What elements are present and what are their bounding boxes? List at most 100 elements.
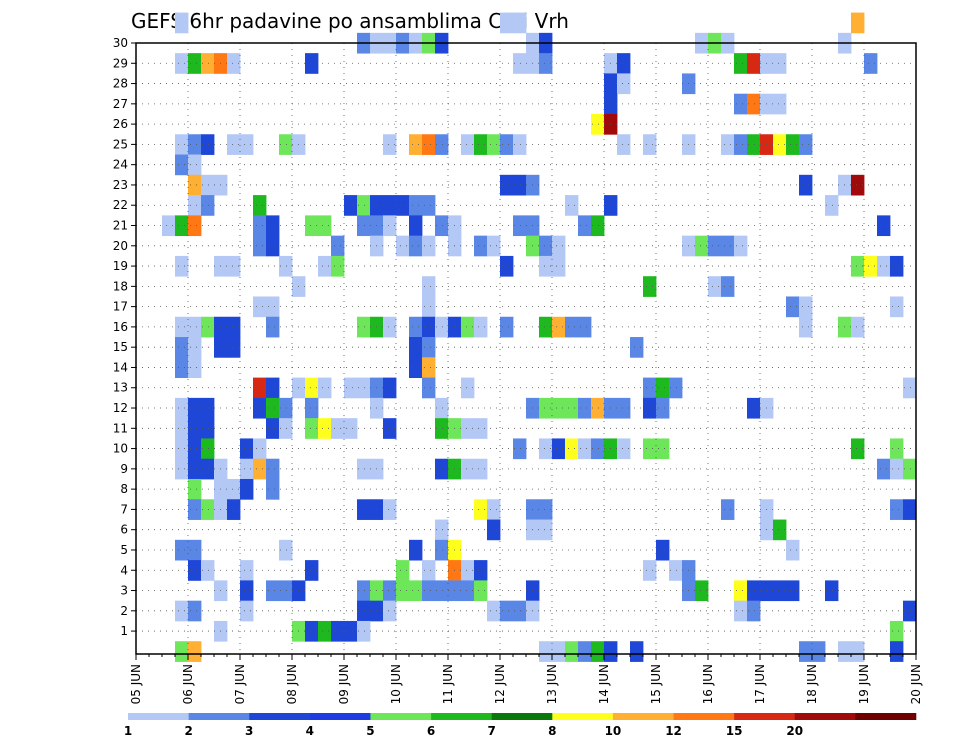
precip-cell bbox=[773, 93, 787, 115]
precip-cell bbox=[851, 12, 865, 34]
colorbar-label: 5 bbox=[366, 724, 374, 738]
precip-cell bbox=[773, 580, 787, 602]
precip-cell bbox=[253, 377, 267, 399]
precip-cell bbox=[253, 235, 267, 257]
precip-cell bbox=[396, 580, 410, 602]
precip-cell bbox=[890, 641, 904, 662]
precip-cell bbox=[474, 134, 488, 155]
precip-cell bbox=[487, 600, 501, 622]
precip-cell bbox=[266, 418, 280, 439]
precip-cell bbox=[617, 397, 631, 419]
precip-cell bbox=[487, 519, 501, 541]
precip-cell bbox=[591, 113, 605, 135]
x-tick-label: 20 JUN bbox=[909, 664, 923, 704]
precip-cell bbox=[175, 12, 189, 34]
precip-cell bbox=[422, 296, 436, 318]
x-tick-label: 08 JUN bbox=[285, 664, 299, 704]
precip-cell bbox=[539, 397, 553, 419]
colorbar-segment bbox=[491, 713, 553, 720]
colorbar-label: 7 bbox=[488, 724, 496, 738]
chart-title: GEFS 6hr padavine po ansamblima Crni Vrh bbox=[131, 9, 569, 33]
precip-cell bbox=[201, 458, 215, 480]
x-tick-label: 09 JUN bbox=[337, 664, 351, 704]
precip-cell bbox=[877, 458, 891, 480]
precip-cell bbox=[552, 397, 566, 419]
precip-cell bbox=[799, 134, 813, 155]
precip-cell bbox=[513, 215, 527, 237]
x-axis-ticks: 05 JUN 06 JUN 07 JUN 08 JUN 09 JUN 10 JUN 11 J… bbox=[129, 654, 923, 704]
precip-cell bbox=[474, 560, 488, 581]
precip-cell bbox=[539, 255, 553, 277]
x-tick-label: 10 JUN bbox=[389, 664, 403, 704]
precip-cell bbox=[305, 53, 319, 74]
precip-cell bbox=[565, 438, 579, 460]
precip-cell bbox=[305, 418, 319, 439]
x-tick-label: 17 JUN bbox=[753, 664, 767, 704]
precip-cell bbox=[539, 499, 553, 520]
precip-cell bbox=[864, 255, 878, 277]
precip-cell bbox=[565, 397, 579, 419]
precip-cell bbox=[656, 539, 670, 561]
y-tick-label: 10 bbox=[113, 442, 128, 456]
precip-cell bbox=[734, 93, 748, 115]
precip-cell bbox=[591, 641, 605, 662]
precip-cell bbox=[643, 397, 657, 419]
precip-cell bbox=[409, 337, 423, 358]
x-tick-label: 16 JUN bbox=[701, 664, 715, 704]
precip-cell bbox=[474, 580, 488, 602]
precip-cell bbox=[175, 337, 189, 358]
precip-cell bbox=[734, 600, 748, 622]
precip-cell bbox=[812, 641, 826, 662]
precip-cell bbox=[500, 174, 514, 196]
precip-cell bbox=[331, 418, 345, 439]
precip-cell bbox=[409, 215, 423, 237]
colorbar-segment bbox=[855, 713, 917, 720]
precip-cell bbox=[474, 499, 488, 520]
colorbar-label: 1 bbox=[124, 724, 132, 738]
precip-cell bbox=[201, 195, 215, 216]
precip-cell bbox=[422, 357, 436, 378]
precip-cell bbox=[240, 560, 254, 581]
precip-cell bbox=[591, 215, 605, 237]
precip-cell bbox=[188, 357, 202, 378]
precip-cell bbox=[409, 316, 423, 338]
precip-cell bbox=[565, 641, 579, 662]
precip-cell bbox=[669, 560, 683, 581]
colorbar-label: 6 bbox=[427, 724, 435, 738]
precip-cell bbox=[175, 316, 189, 338]
precip-cell bbox=[539, 641, 553, 662]
precip-cell bbox=[266, 316, 280, 338]
precip-cell bbox=[188, 560, 202, 581]
precip-cell bbox=[396, 560, 410, 581]
colorbar-segment bbox=[552, 713, 614, 720]
precip-cell bbox=[357, 499, 371, 520]
precip-cell bbox=[539, 53, 553, 74]
precip-cell bbox=[188, 600, 202, 622]
precip-cell bbox=[318, 377, 332, 399]
precip-cell bbox=[435, 458, 449, 480]
precip-cell bbox=[851, 255, 865, 277]
precip-cell bbox=[357, 215, 371, 237]
y-tick-label: 13 bbox=[113, 381, 128, 395]
precip-cell bbox=[422, 337, 436, 358]
precip-cell bbox=[747, 134, 761, 155]
precip-cell bbox=[734, 134, 748, 155]
precip-cell bbox=[357, 600, 371, 622]
precip-cell bbox=[344, 620, 358, 642]
precip-cell bbox=[188, 53, 202, 74]
precip-cell bbox=[721, 134, 735, 155]
precip-cell bbox=[539, 316, 553, 338]
precip-cell bbox=[266, 235, 280, 257]
x-tick-label: 05 JUN bbox=[129, 664, 143, 704]
colorbar-label: 12 bbox=[665, 724, 682, 738]
precip-cell bbox=[240, 458, 254, 480]
precip-cell bbox=[188, 438, 202, 460]
precip-cell bbox=[799, 174, 813, 196]
precip-cell bbox=[331, 235, 345, 257]
precip-cell bbox=[409, 580, 423, 602]
colorbar-label: 15 bbox=[726, 724, 743, 738]
precip-cell bbox=[617, 53, 631, 74]
precip-cell bbox=[890, 499, 904, 520]
precip-cell bbox=[721, 276, 735, 297]
colorbar-segment bbox=[309, 713, 371, 720]
